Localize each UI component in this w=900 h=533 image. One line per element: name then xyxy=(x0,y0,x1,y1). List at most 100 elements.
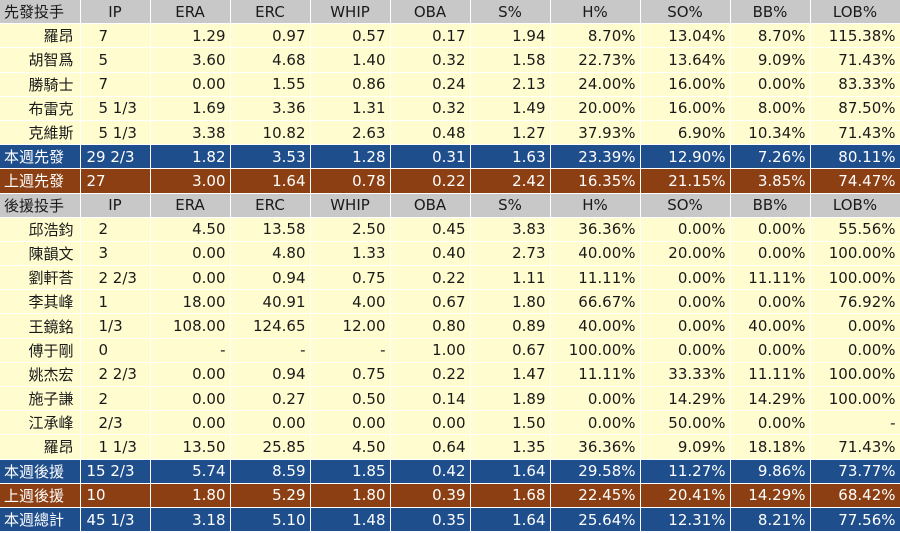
s-pct-cell: 1.64 xyxy=(470,507,551,533)
erc-cell: 4.80 xyxy=(230,241,311,267)
era-cell: 0.00 xyxy=(150,362,231,388)
lob-pct-cell: - xyxy=(810,410,900,436)
starter-row: 布雷克 5 1/3 1.69 3.36 1.31 0.32 1.49 20.00% 16.00%… xyxy=(0,96,900,121)
s-pct-cell: 1.89 xyxy=(470,386,551,412)
oba-cell: 0.40 xyxy=(390,241,471,267)
pitcher-name-cell: 本週總計 xyxy=(0,507,81,533)
era-cell: 0.00 xyxy=(150,72,231,97)
pitcher-name-cell: 上週後援 xyxy=(0,483,81,508)
lob-pct-cell: 100.00% xyxy=(810,241,900,267)
reliever-row: 姚杰宏 2 2/3 0.00 0.94 0.75 0.22 1.47 11.11% 33.33%… xyxy=(0,362,900,388)
s-pct-cell: 1.58 xyxy=(470,47,551,73)
s-pct-cell: 0.89 xyxy=(470,313,551,339)
era-cell: 0.00 xyxy=(150,241,231,267)
so-pct-cell: 0.00% xyxy=(640,338,731,363)
so-pct-cell: 0.00% xyxy=(640,313,731,339)
bb-pct-cell: 8.21% xyxy=(730,507,811,533)
ip-cell: 5 1/3 xyxy=(80,96,151,121)
bb-pct-cell: 0.00% xyxy=(730,72,811,97)
relievers-header-row: 後援投手 IP ERA ERC WHIP OBA S% H% SO% BB% LOB% xyxy=(0,193,900,218)
bb-pct-cell: 11.11% xyxy=(730,362,811,388)
s-pct-cell: 1.80 xyxy=(470,289,551,315)
erc-cell: 5.29 xyxy=(230,483,311,508)
column-header-oba: OBA xyxy=(390,0,471,25)
pitcher-name-cell: 李其峰 xyxy=(0,289,81,315)
h-pct-cell: 20.00% xyxy=(550,96,641,121)
ip-cell: 2 xyxy=(80,386,151,412)
era-cell: 1.82 xyxy=(150,144,231,170)
h-pct-cell: 11.11% xyxy=(550,265,641,291)
bb-pct-cell: 14.29% xyxy=(730,386,811,412)
so-pct-cell: 16.00% xyxy=(640,96,731,121)
era-cell: 108.00 xyxy=(150,313,231,339)
oba-cell: 0.24 xyxy=(390,72,471,97)
bb-pct-cell: 10.34% xyxy=(730,120,811,146)
column-header-h-pct: H% xyxy=(550,0,641,25)
era-cell: - xyxy=(150,338,231,363)
erc-cell: 13.58 xyxy=(230,217,311,242)
s-pct-cell: 3.83 xyxy=(470,217,551,242)
bb-pct-cell: 8.00% xyxy=(730,96,811,121)
ip-cell: 10 xyxy=(80,483,151,508)
erc-cell: 0.27 xyxy=(230,386,311,412)
h-pct-cell: 22.45% xyxy=(550,483,641,508)
column-header-bb-pct: BB% xyxy=(730,0,811,25)
reliever-row: 王鏡銘 1/3 108.00 124.65 12.00 0.80 0.89 40.00% 0.0… xyxy=(0,313,900,339)
pitcher-name-cell: 羅昂 xyxy=(0,23,81,49)
era-cell: 18.00 xyxy=(150,289,231,315)
so-pct-cell: 12.31% xyxy=(640,507,731,533)
column-header-ip: IP xyxy=(80,193,151,218)
whip-cell: 1.80 xyxy=(310,483,391,508)
erc-cell: 0.94 xyxy=(230,265,311,291)
whip-cell: 1.28 xyxy=(310,144,391,170)
bb-pct-cell: 18.18% xyxy=(730,434,811,460)
s-pct-cell: 1.50 xyxy=(470,410,551,436)
erc-cell: 1.64 xyxy=(230,168,311,194)
column-header-whip: WHIP xyxy=(310,193,391,218)
whip-cell: 2.63 xyxy=(310,120,391,146)
era-cell: 0.00 xyxy=(150,410,231,436)
whip-cell: 1.40 xyxy=(310,47,391,73)
whip-cell: 1.85 xyxy=(310,459,391,484)
ip-cell: 0 xyxy=(80,338,151,363)
pitcher-name-cell: 王鏡銘 xyxy=(0,313,81,339)
erc-cell: 5.10 xyxy=(230,507,311,533)
oba-cell: 0.64 xyxy=(390,434,471,460)
whip-cell: 0.78 xyxy=(310,168,391,194)
pitcher-name-cell: 傅于剛 xyxy=(0,338,81,363)
oba-cell: 0.14 xyxy=(390,386,471,412)
lob-pct-cell: 83.33% xyxy=(810,72,900,97)
lob-pct-cell: 0.00% xyxy=(810,313,900,339)
oba-cell: 0.45 xyxy=(390,217,471,242)
h-pct-cell: 25.64% xyxy=(550,507,641,533)
column-header-ip: IP xyxy=(80,0,151,25)
pitcher-name-cell: 陳韻文 xyxy=(0,241,81,267)
erc-cell: 3.36 xyxy=(230,96,311,121)
lob-pct-cell: 71.43% xyxy=(810,434,900,460)
h-pct-cell: 36.36% xyxy=(550,434,641,460)
ip-cell: 2/3 xyxy=(80,410,151,436)
bb-pct-cell: 0.00% xyxy=(730,241,811,267)
starters-last-week-row: 上週先發 27 3.00 1.64 0.78 0.22 2.42 16.35% 21.15% 3.… xyxy=(0,168,900,194)
so-pct-cell: 9.09% xyxy=(640,434,731,460)
reliever-row: 李其峰 1 18.00 40.91 4.00 0.67 1.80 66.67% 0.00% 0.0… xyxy=(0,289,900,315)
ip-cell: 2 2/3 xyxy=(80,362,151,388)
s-pct-cell: 1.68 xyxy=(470,483,551,508)
oba-cell: 0.31 xyxy=(390,144,471,170)
column-header-era: ERA xyxy=(150,0,231,25)
s-pct-cell: 1.64 xyxy=(470,459,551,484)
column-header-lob-pct: LOB% xyxy=(810,193,900,218)
ip-cell: 1 xyxy=(80,289,151,315)
week-total-row: 本週總計 45 1/3 3.18 5.10 1.48 0.35 1.64 25.64% 12.3… xyxy=(0,507,900,533)
ip-cell: 7 xyxy=(80,72,151,97)
whip-cell: 0.50 xyxy=(310,386,391,412)
bb-pct-cell: 9.09% xyxy=(730,47,811,73)
whip-cell: 1.33 xyxy=(310,241,391,267)
pitcher-name-cell: 羅昂 xyxy=(0,434,81,460)
era-cell: 0.00 xyxy=(150,265,231,291)
era-cell: 3.18 xyxy=(150,507,231,533)
erc-cell: 0.97 xyxy=(230,23,311,49)
pitcher-name-cell: 本週先發 xyxy=(0,144,81,170)
bb-pct-cell: 7.26% xyxy=(730,144,811,170)
ip-cell: 45 1/3 xyxy=(80,507,151,533)
